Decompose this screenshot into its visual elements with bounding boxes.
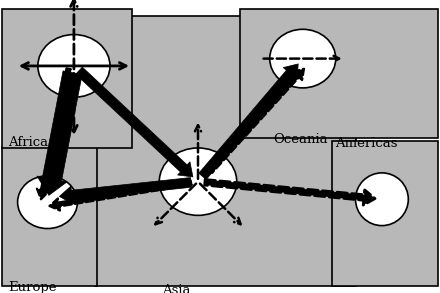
Ellipse shape xyxy=(18,176,77,229)
Bar xyxy=(240,9,438,138)
Text: Europe: Europe xyxy=(8,281,56,293)
FancyArrowPatch shape xyxy=(59,178,191,204)
FancyArrowPatch shape xyxy=(205,180,375,205)
Bar xyxy=(332,141,438,286)
Bar xyxy=(95,16,356,286)
FancyArrowPatch shape xyxy=(199,64,298,180)
FancyArrowPatch shape xyxy=(76,67,193,177)
FancyArrowPatch shape xyxy=(37,68,70,199)
Ellipse shape xyxy=(356,173,408,226)
Ellipse shape xyxy=(270,29,336,88)
Text: Americas: Americas xyxy=(335,137,398,150)
Text: Africa: Africa xyxy=(8,136,48,149)
Bar xyxy=(2,146,97,286)
Text: Oceania: Oceania xyxy=(273,133,327,146)
Text: Asia: Asia xyxy=(162,284,191,293)
FancyArrowPatch shape xyxy=(37,71,82,195)
FancyArrowPatch shape xyxy=(49,181,191,211)
Bar xyxy=(2,9,132,148)
Ellipse shape xyxy=(159,148,237,215)
Ellipse shape xyxy=(38,35,110,97)
FancyArrowPatch shape xyxy=(209,69,304,173)
